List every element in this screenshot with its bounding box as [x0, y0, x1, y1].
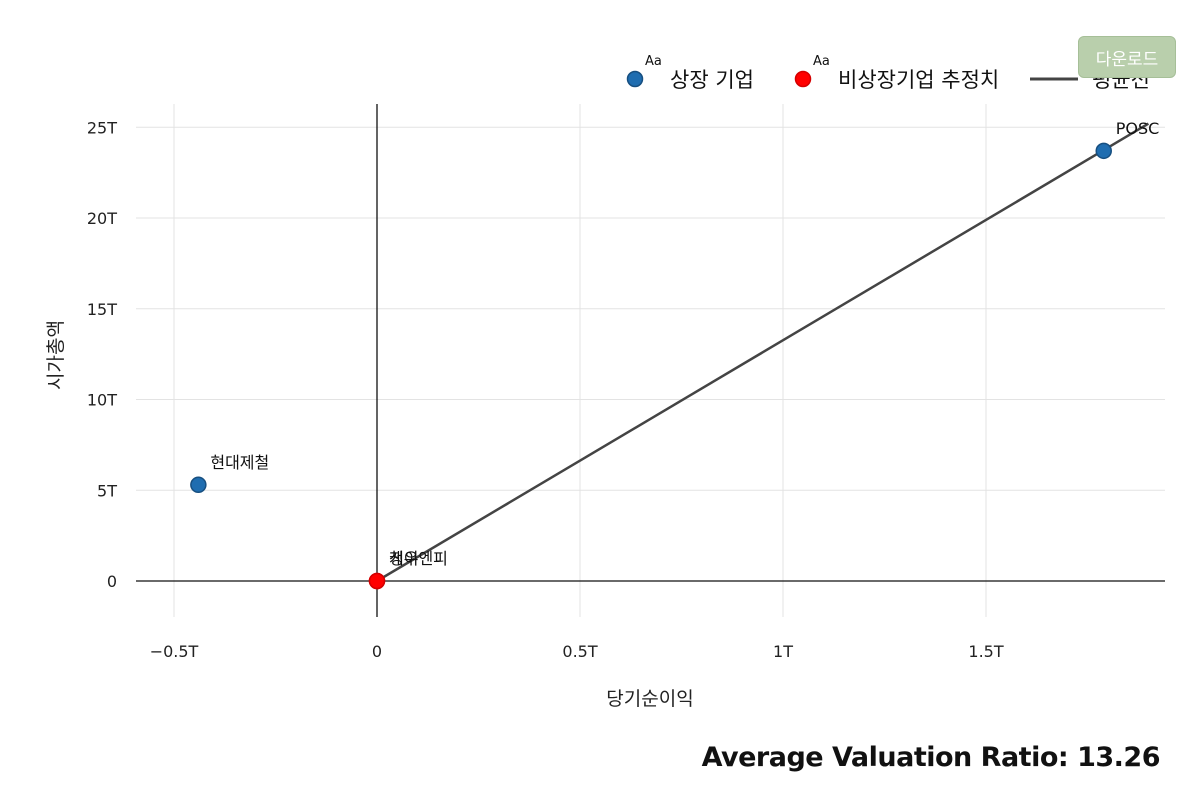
legend-marker[interactable] — [794, 70, 812, 88]
legend-marker[interactable] — [626, 70, 644, 88]
point-label: 청우 — [389, 549, 418, 568]
download-button[interactable]: 다운로드 — [1078, 36, 1176, 78]
y-tick-label: 25T — [87, 118, 117, 137]
data-point[interactable] — [1095, 142, 1112, 160]
x-tick-label: 1.5T — [968, 642, 1003, 661]
y-tick-label: 10T — [87, 391, 117, 410]
tick-labels: −0.5T 0 0.5T 1T 1.5T 0 5T 10T 15T 20T 25T — [87, 118, 1004, 661]
data-point[interactable] — [190, 476, 207, 494]
x-axis-title: 당기순이익 — [606, 688, 693, 710]
legend-label[interactable]: 상장 기업 — [670, 68, 754, 92]
x-tick-label: 1T — [773, 642, 793, 661]
point-label: POSC — [1116, 119, 1160, 138]
y-axis-title: 시가총액 — [45, 320, 67, 390]
average-line-group — [376, 122, 1150, 583]
grid-lines — [136, 104, 1165, 617]
data-point[interactable] — [368, 572, 386, 590]
axes — [136, 104, 1165, 617]
point-label: 케이엔피 — [389, 549, 448, 568]
x-tick-label: 0 — [372, 642, 382, 661]
point-label: 현대제철 — [210, 453, 269, 472]
data-points — [190, 142, 1112, 590]
y-tick-label: 20T — [87, 209, 117, 228]
legend-label[interactable]: 비상장기업 추정치 — [838, 68, 999, 92]
x-tick-label: 0.5T — [562, 642, 597, 661]
legend-superscript: Aa — [645, 54, 662, 69]
y-tick-label: 15T — [87, 300, 117, 319]
legend-superscript: Aa — [813, 54, 830, 69]
y-tick-label: 5T — [97, 481, 117, 500]
average-line — [376, 122, 1150, 583]
average-valuation-ratio: Average Valuation Ratio: 13.26 — [701, 742, 1161, 773]
y-tick-label: 0 — [107, 572, 117, 591]
x-tick-label: −0.5T — [150, 642, 199, 661]
